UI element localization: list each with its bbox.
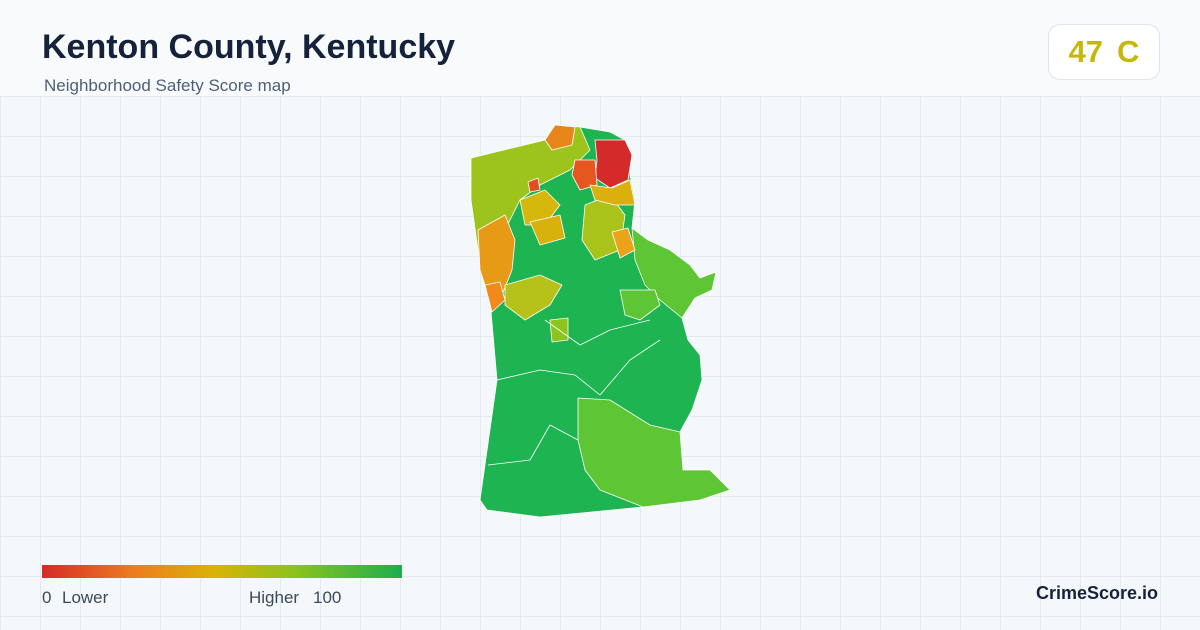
county-region <box>519 189 561 226</box>
county-region <box>594 139 633 189</box>
legend-max-label: Higher <box>249 588 300 607</box>
county-region <box>544 124 576 151</box>
brand: CrimeScore.io <box>1035 583 1158 603</box>
county-region <box>529 214 566 246</box>
score-value: 47 <box>1068 34 1104 69</box>
header: Kenton County, Kentucky Neighborhood Saf… <box>0 0 1200 96</box>
county-region <box>631 227 717 319</box>
boundary <box>544 319 651 346</box>
subtitle: Neighborhood Safety Score map <box>44 76 291 95</box>
legend-gradient <box>42 565 402 578</box>
county-region <box>611 227 636 259</box>
legend-max: 100 <box>313 588 342 607</box>
boundary <box>487 424 579 466</box>
county-region <box>589 179 636 206</box>
legend-min: 0 <box>42 588 52 607</box>
title: Kenton County, Kentucky <box>42 28 456 66</box>
legend-min-label: Lower <box>62 588 109 607</box>
score-grade: C <box>1117 34 1140 69</box>
county-region <box>504 274 563 321</box>
county-region <box>571 159 598 191</box>
county-region <box>619 289 661 321</box>
county-region <box>577 397 731 508</box>
score-badge: 47 C <box>1048 24 1160 80</box>
boundary <box>496 339 661 396</box>
county-region <box>527 177 541 193</box>
